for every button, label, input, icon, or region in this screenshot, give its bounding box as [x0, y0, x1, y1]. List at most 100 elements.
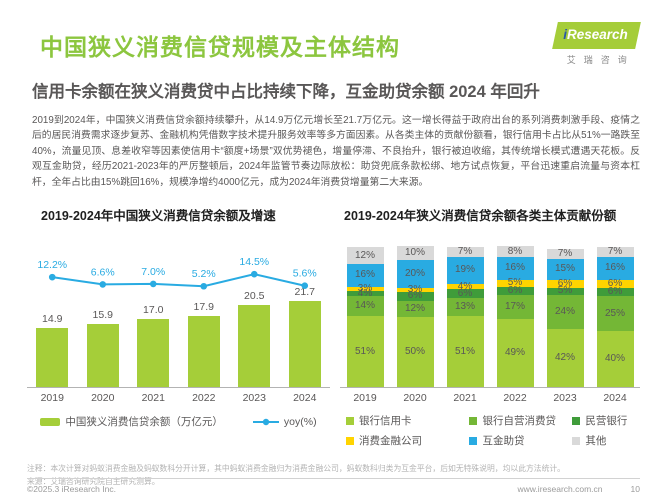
yoy-point: [250, 271, 258, 278]
bar-series-layer: 14.9 15.9 17.0 17.9 20.5 21.7: [27, 237, 331, 388]
stacked-segment: 4%: [346, 288, 384, 298]
yoy-point: [99, 281, 107, 289]
charts-row: 2019-2024年中国狭义消费信贷余额及增速 14.9 15.9 17.0 17.9…: [27, 205, 640, 448]
iresearch-logo-badge: iResearch: [552, 22, 641, 49]
stacked-segment: 16%: [596, 257, 634, 280]
year-label: 2022: [192, 392, 216, 405]
stacked-segment: 40%: [596, 331, 634, 388]
stacked-segment: 5%: [496, 278, 534, 288]
legend-item-yoy: yoy(%): [252, 416, 317, 428]
legend-item: 银行信用卡: [346, 413, 469, 428]
left-x-axis: 2019 2020 2021 2022 2023 2024: [27, 392, 330, 404]
yoy-value-label: 5.6%: [293, 268, 317, 280]
yoy-line: [52, 273, 305, 288]
stack-slot: 7% 16% 6% 6% 25% 40%: [590, 237, 640, 388]
legend-item-balance: 中国狭义消费信贷余额（万亿元）: [40, 414, 223, 429]
right-chart-legend: 银行信用卡 银行自营消费贷 民营银行 消费金融公司 互金助贷 其他: [340, 413, 640, 448]
iresearch-logo-text: iResearch: [564, 27, 629, 42]
stacked-segment: 42%: [546, 328, 584, 388]
stacked-bars-layer: 12% 16% 3% 4% 14% 51% 10% 20% 3% 6% 12% 50% 7% 19% 4% 6…: [340, 237, 640, 388]
stacked-bar: 7% 15% 6% 5% 24% 42%: [546, 237, 584, 388]
copyright-text: ©2025.3 iResearch Inc.: [27, 484, 116, 494]
yoy-point: [301, 282, 309, 290]
legend-item: 银行自营消费贷: [469, 413, 572, 428]
legend-swatch: [572, 416, 581, 425]
legend-swatch: [469, 436, 478, 445]
bar-value-label: 17.9: [193, 300, 214, 313]
legend-item: 民营银行: [572, 413, 640, 428]
footnotes: 注释：本次计算对蚂蚁消费金融及蚂蚁数科分开计算，其中蚂蚁消费金融归为消费金融公司…: [27, 463, 640, 489]
bar-value-label: 15.9: [92, 308, 113, 321]
bar-value-label: 20.5: [244, 290, 265, 303]
source-line: 来源：艾瑞咨询研究院自主研究测算。: [27, 477, 160, 487]
left-chart-title: 2019-2024年中国狭义消费信贷余额及增速: [41, 209, 276, 224]
stacked-segment: 12%: [346, 247, 384, 265]
legend-label: 中国狭义消费信贷余额（万亿元）: [65, 416, 223, 429]
stacked-segment: 14%: [346, 296, 384, 316]
stacked-segment: 49%: [496, 318, 534, 388]
bar-value-label: 14.9: [42, 312, 63, 325]
stacked-segment: 5%: [546, 286, 584, 296]
stacked-segment: 16%: [496, 257, 534, 280]
stacked-segment: 15%: [546, 258, 584, 280]
logo-word-research: Research: [567, 27, 629, 42]
legend-label: 银行信用卡: [359, 415, 412, 428]
stacked-segment: 24%: [546, 294, 584, 329]
stacked-segment: 13%: [446, 297, 484, 316]
legend-label: 消费金融公司: [359, 435, 422, 448]
legend-label: 民营银行: [585, 415, 628, 428]
stacked-segment: 6%: [396, 291, 434, 301]
bar: [137, 319, 170, 388]
stacked-segment: 7%: [446, 247, 484, 258]
year-label: 2021: [141, 392, 165, 405]
chart-credit-balance-panel: 2019-2024年中国狭义消费信贷余额及增速 14.9 15.9 17.0 17.9…: [27, 205, 330, 448]
year-label: 2020: [91, 392, 115, 405]
stacked-segment: 25%: [596, 296, 634, 332]
yoy-value-label: 6.6%: [91, 267, 115, 279]
year-label: 2019: [40, 392, 64, 405]
legend-label: 银行自营消费贷: [482, 415, 556, 428]
stacked-bar: 7% 19% 4% 6% 13% 51%: [446, 237, 484, 388]
stacked-segment: 7%: [546, 248, 584, 259]
legend-swatch: [469, 416, 478, 425]
stack-slot: 7% 15% 6% 5% 24% 42%: [540, 237, 590, 388]
bar: [288, 300, 321, 388]
yoy-value-label: 5.2%: [192, 269, 216, 281]
page-header: 中国狭义消费信贷规模及主体结构 iResearch 艾瑞咨询: [27, 20, 641, 66]
stacked-segment: 12%: [396, 300, 434, 318]
stacked-segment: 7%: [596, 247, 634, 258]
note-line: 注释：本次计算对蚂蚁消费金融及蚂蚁数科分开计算，其中蚂蚁消费金融归为消费金融公司…: [27, 464, 565, 474]
yoy-value-label: 14.5%: [239, 256, 269, 268]
stacked-segment: 3%: [346, 283, 384, 293]
body-paragraph: 2019到2024年，中国狭义消费信贷余额持续攀升，从14.9万亿元增长至21.…: [32, 115, 640, 188]
left-chart-legend: 中国狭义消费信贷余额（万亿元） yoy(%): [27, 414, 330, 429]
bar-slot: 21.7: [280, 237, 331, 388]
right-x-axis: 2019 2020 2021 2022 2023 2024: [340, 392, 640, 404]
stacked-segment: 50%: [396, 317, 434, 388]
legend-swatch: [346, 436, 354, 445]
stacked-segment: 20%: [396, 259, 434, 288]
bar-value-label: 17.0: [143, 304, 164, 317]
stacked-bar: 8% 16% 5% 6% 17% 49%: [496, 237, 534, 388]
page-title: 中国狭义消费信贷规模及主体结构: [40, 34, 400, 60]
stacked-segment: 17%: [496, 294, 534, 319]
yoy-point: [149, 280, 157, 288]
stacked-segment: 6%: [596, 286, 634, 297]
stacked-bar: 10% 20% 3% 6% 12% 50%: [396, 237, 434, 388]
bar: [36, 327, 69, 388]
stack-slot: 8% 16% 5% 6% 17% 49%: [490, 237, 540, 388]
right-chart-title: 2019-2024年狭义消费信贷余额各类主体贡献份额: [344, 209, 617, 224]
line-legend-swatch: [252, 418, 279, 426]
stacked-segment: 6%: [496, 285, 534, 296]
legend-swatch: [346, 416, 354, 425]
stacked-segment: 6%: [596, 278, 634, 289]
stacked-segment: 6%: [546, 278, 584, 289]
stacked-segment: 3%: [396, 284, 434, 295]
bar-value-label: 21.7: [294, 285, 315, 298]
stack-slot: 7% 19% 4% 6% 13% 51%: [440, 237, 490, 388]
stack-slot: 10% 20% 3% 6% 12% 50%: [390, 237, 440, 388]
bar: [187, 315, 220, 388]
bar-slot: 17.9: [179, 237, 230, 388]
legend-item: 消费金融公司: [346, 433, 469, 448]
legend-item: 其他: [572, 433, 640, 448]
